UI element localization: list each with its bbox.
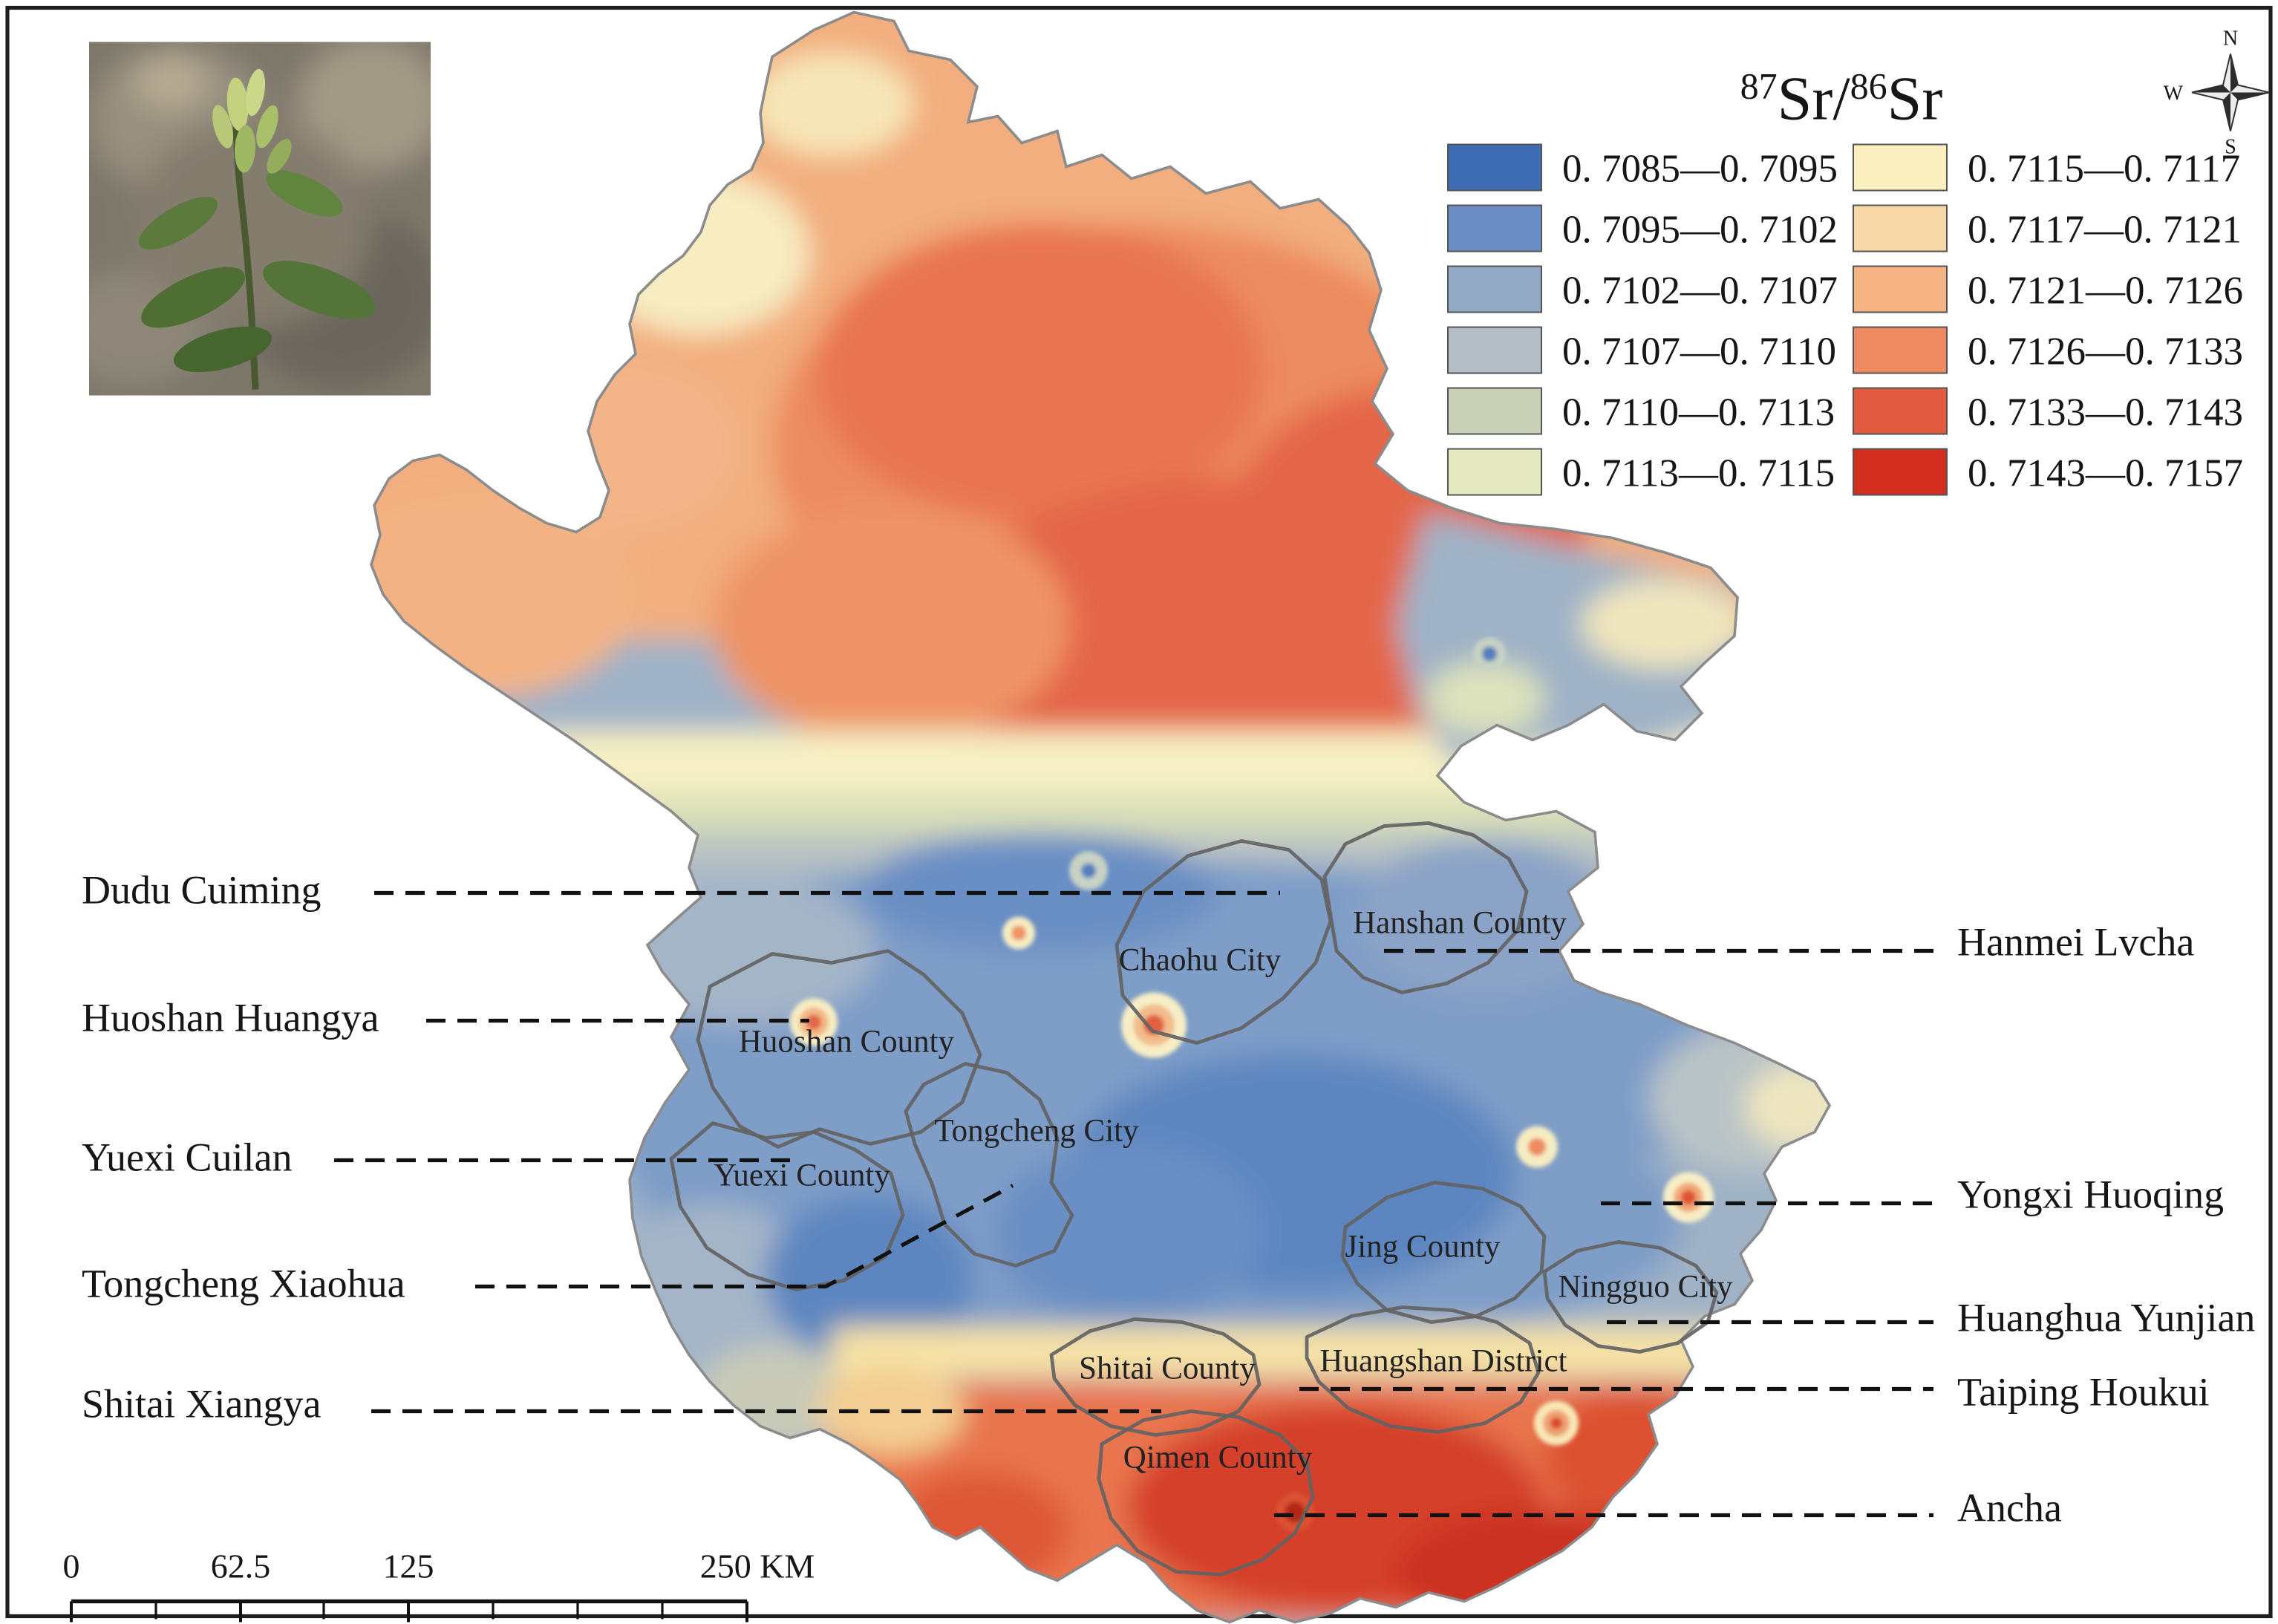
plant-buds [212,68,292,174]
callout-shitai-xiangya: Shitai Xiangya [82,1382,321,1426]
county-label-qimen: Qimen County [1123,1441,1313,1475]
legend-range: 0. 7115—0. 7117 [1968,148,2240,191]
compass-n: N [2223,27,2238,50]
title-sr: Sr [1887,65,1943,134]
compass-s: S [2225,136,2236,159]
callout-tongcheng-xiaohua: Tongcheng Xiaohua [82,1262,405,1306]
legend-swatch [1447,204,1542,252]
county-label-shitai: Shitai County [1079,1351,1256,1386]
county-label-huangshan: Huangshan District [1319,1344,1567,1379]
tea-callouts-right: Hanmei Lvcha Yongxi Huoqing Huanghua Yun… [1274,920,2255,1530]
tea-callouts-left: Dudu Cuiming Huoshan Huangya Yuexi Cuila… [82,868,1280,1426]
legend-swatch [1853,326,1948,374]
county-label-jing: Jing County [1345,1230,1501,1265]
county-label-tongcheng: Tongcheng City [934,1114,1139,1149]
scale-label-250km: 250 KM [700,1548,815,1585]
callout-dudu-cuiming: Dudu Cuiming [82,868,322,913]
boundary-jing-county [1340,1181,1547,1324]
legend-range: 0. 7133—0. 7143 [1968,391,2243,434]
legend-range: 0. 7113—0. 7115 [1562,452,1835,495]
isotope-hotspots [790,637,1714,1532]
legend-range: 0. 7110—0. 7113 [1562,391,1835,434]
boundary-chaohu-city [1114,839,1333,1045]
legend-swatch [1447,143,1542,192]
legend-swatch [1853,387,1948,435]
inset-photo-tea-plant [89,42,431,396]
county-label-huoshan: Huoshan County [739,1025,955,1060]
legend-range: 0. 7143—0. 7157 [1968,452,2243,495]
legend-swatch [1447,326,1542,374]
callout-hanmei-lvcha: Hanmei Lvcha [1957,920,2194,965]
county-label-yuexi: Yuexi County [714,1158,890,1193]
callout-yongxi-huoqing: Yongxi Huoqing [1957,1173,2224,1217]
county-label-hanshan: Hanshan County [1353,906,1567,941]
boundary-hanshan-county [1322,821,1529,994]
scale-label-62-5: 62.5 [211,1548,271,1585]
title-sup-87: 87 [1740,65,1778,107]
leader-tongcheng-xiaohua [475,1184,1014,1289]
title-sr-slash: Sr/ [1778,65,1851,134]
legend-swatch [1447,265,1542,313]
legend-swatch [1853,143,1948,192]
callout-taiping-houkui: Taiping Houkui [1957,1370,2210,1415]
boundary-shitai-county [1049,1317,1262,1437]
boundary-tongcheng-city [904,1062,1074,1268]
compass-w: W [2164,82,2184,105]
legend-range: 0. 7121—0. 7126 [1968,270,2243,313]
callout-yuexi-cuilan: Yuexi Cuilan [82,1135,292,1180]
legend-swatch [1853,204,1948,252]
boundary-huangshan-district [1305,1305,1541,1434]
legend-range: 0. 7102—0. 7107 [1562,270,1838,313]
legend-swatch [1853,448,1948,496]
callout-huoshan-huangya: Huoshan Huangya [82,996,379,1040]
boundary-qimen-county [1097,1409,1315,1576]
legend-range: 0. 7095—0. 7102 [1562,209,1838,252]
legend-swatch [1447,387,1542,435]
boundary-huoshan-county [696,949,982,1149]
figure-frame [5,5,2273,1619]
county-label-ningguo: Ningguo City [1558,1270,1733,1305]
callout-ancha: Ancha [1957,1486,2062,1530]
figure-title: 87Sr/86Sr [1740,65,1943,134]
legend-range: 0. 7126—0. 7133 [1968,330,2243,374]
isotope-legend: 0. 7085—0. 7095 0. 7095—0. 7102 0. 7102—… [1447,143,2243,496]
county-label-chaohu: Chaohu City [1119,943,1282,978]
legend-swatch [1447,448,1542,496]
province-outline [370,10,1832,1624]
compass-star-dark-icon [2192,53,2269,131]
legend-range: 0. 7107—0. 7110 [1562,330,1836,374]
callout-huanghua-yunjian: Huanghua Yunjian [1957,1296,2255,1340]
compass-rose: N E S W [2164,27,2270,159]
scale-label-125: 125 [383,1548,434,1585]
scale-bar: 0 62.5 125 250 KM [63,1548,815,1623]
scale-label-0: 0 [63,1548,80,1585]
legend-swatch [1853,265,1948,313]
legend-range: 0. 7085—0. 7095 [1562,148,1838,191]
title-sup-86: 86 [1850,65,1887,107]
legend-range: 0. 7117—0. 7121 [1968,209,2242,252]
boundary-yuexi-county [669,1121,905,1291]
plant-leaves [138,170,376,373]
